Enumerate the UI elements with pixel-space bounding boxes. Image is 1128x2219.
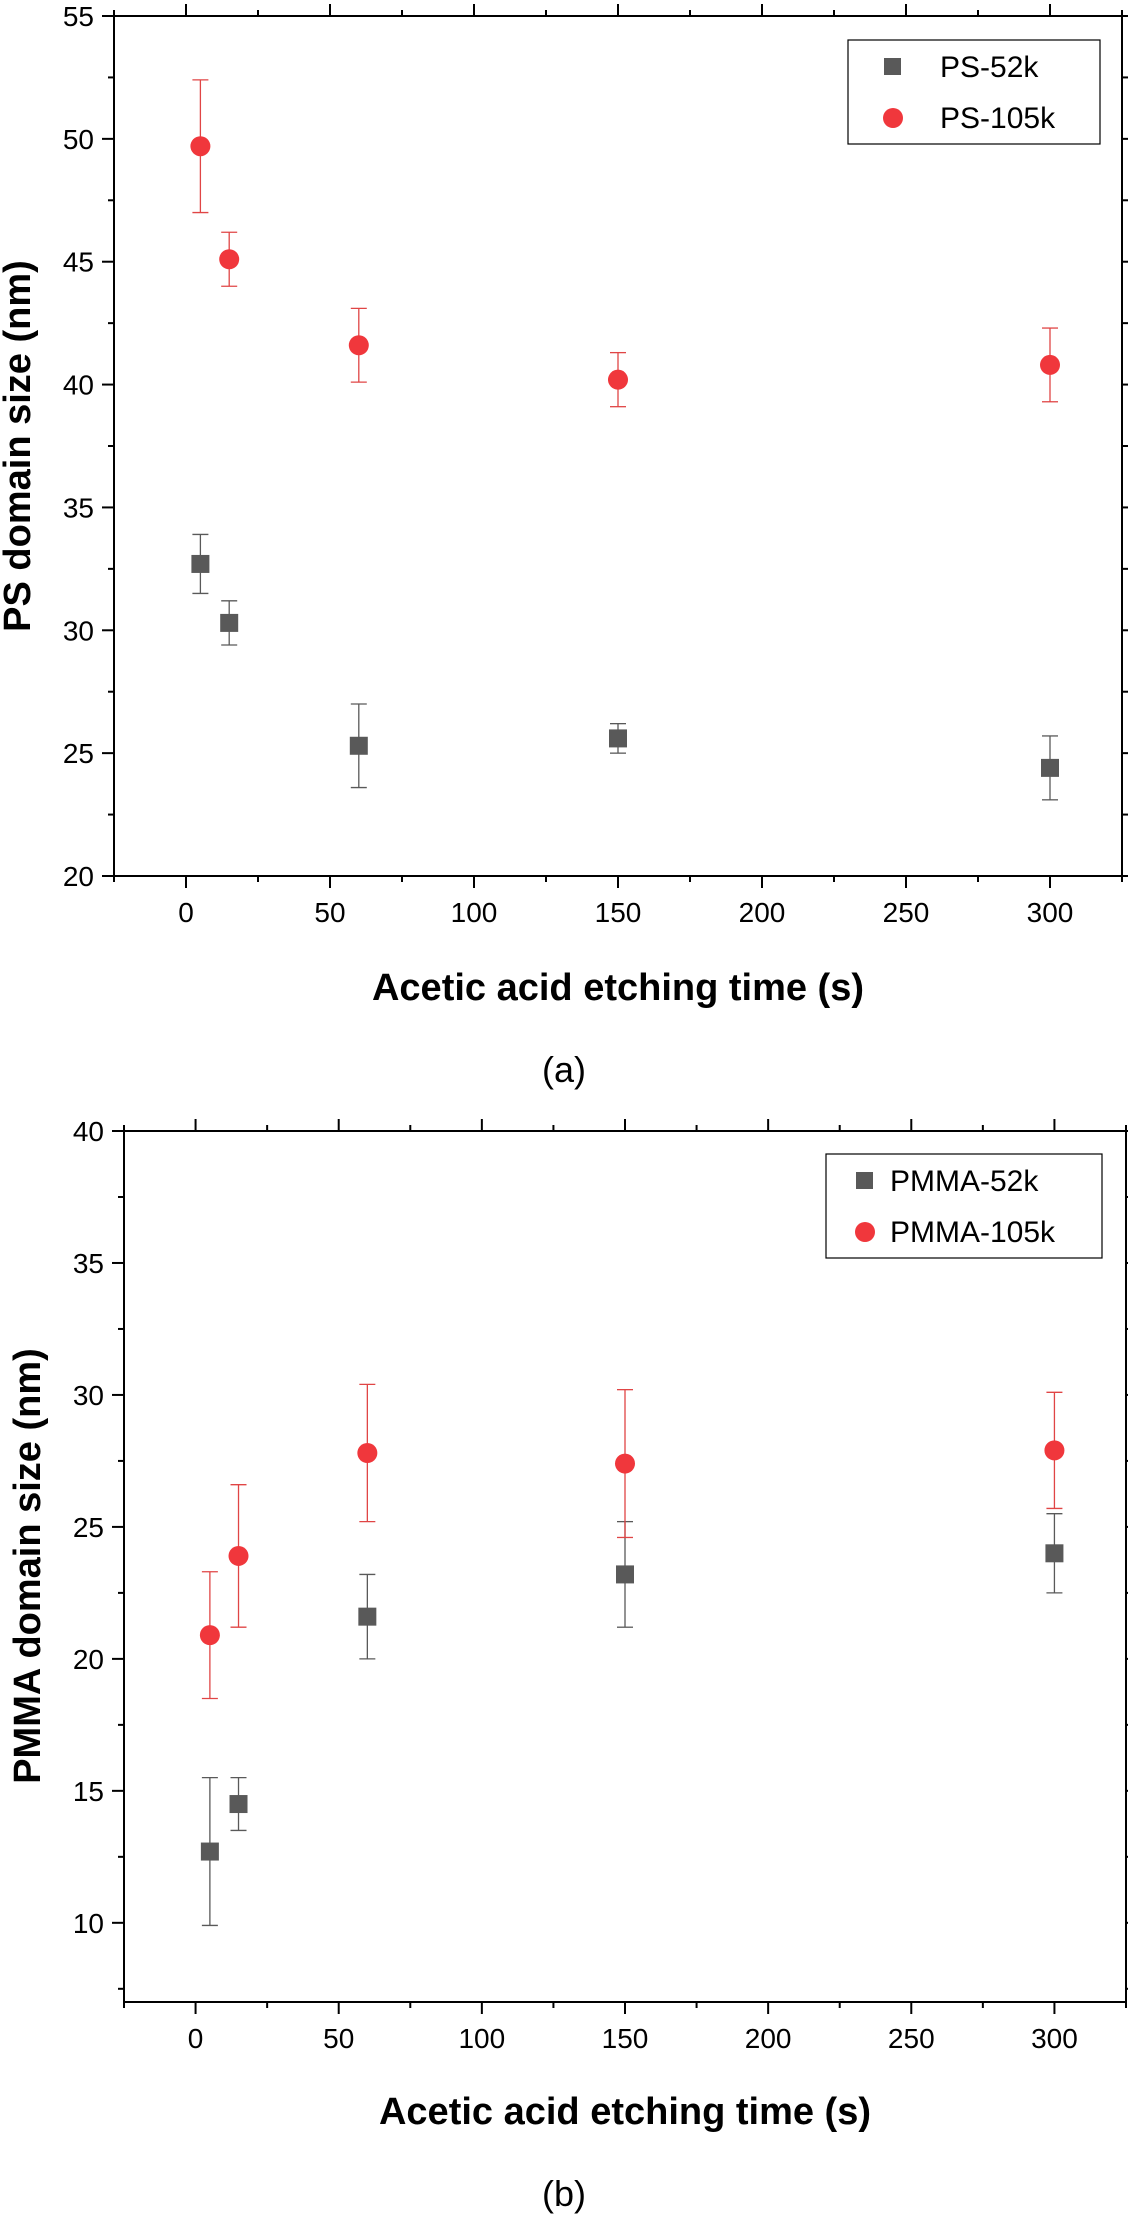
x-tick-label: 50 [323, 2023, 354, 2054]
data-point-circle [1044, 1440, 1065, 1461]
data-point-circle [1040, 354, 1060, 375]
data-point-square [349, 736, 368, 755]
x-tick-label: 0 [178, 897, 194, 928]
data-point-circle [228, 1545, 249, 1566]
y-tick-label: 20 [63, 861, 94, 892]
legend-label-ps-105k: PS-105k [940, 102, 1056, 135]
x-tick-label: 150 [595, 897, 642, 928]
chart-panel-a: 0 50 100 150 200 250 300 20 25 30 35 40 45 50 55 PS do… [0, 1, 1128, 1090]
x-tick-label: 200 [745, 2023, 792, 2054]
data-point-square [1041, 758, 1059, 777]
x-tick-label: 100 [451, 897, 498, 928]
y-tick-label: 25 [73, 1512, 104, 1543]
data-point-circle [608, 369, 628, 390]
data-point-circle [357, 1443, 378, 1464]
legend-label-pmma-105k: PMMA-105k [890, 1216, 1056, 1249]
legend-marker-pmma-105k [855, 1222, 875, 1242]
y-tick-label: 10 [73, 1908, 104, 1939]
axis-ticks: 0 50 100 150 200 250 300 10 15 20 25 30 35 40 [73, 1116, 1128, 2054]
data-point-square [191, 554, 210, 573]
y-axis-label: PS domain size (nm) [0, 260, 39, 632]
x-tick-label: 0 [188, 2023, 204, 2054]
y-axis-label: PMMA domain size (nm) [7, 1348, 49, 1784]
data-marks [199, 1383, 1065, 1927]
y-tick-label: 30 [63, 615, 94, 646]
x-tick-label: 250 [883, 897, 930, 928]
data-point-square [616, 1565, 634, 1584]
legend: PS-52k PS-105k [847, 39, 1101, 145]
data-point-circle [615, 1453, 635, 1474]
data-point-square [200, 1842, 219, 1861]
panel-caption: (a) [542, 1049, 586, 1090]
y-tick-label: 40 [73, 1116, 104, 1147]
y-tick-label: 20 [73, 1644, 104, 1675]
x-tick-label: 150 [602, 2023, 649, 2054]
legend-box [825, 1153, 1103, 1259]
data-point-circle [348, 335, 369, 356]
data-marks [190, 79, 1060, 801]
data-point-square [358, 1607, 377, 1626]
data-point-circle [190, 136, 211, 157]
y-tick-label: 35 [73, 1248, 104, 1279]
y-tick-label: 30 [73, 1380, 104, 1411]
y-tick-label: 15 [73, 1776, 104, 1807]
y-tick-label: 25 [63, 738, 94, 769]
x-tick-label: 300 [1027, 897, 1074, 928]
plot-area: 0 50 100 150 200 250 300 10 15 20 25 30 35 40 [73, 1116, 1128, 2054]
x-axis-label: Acetic acid etching time (s) [372, 967, 864, 1009]
y-tick-label: 45 [63, 247, 94, 278]
panel-caption: (b) [542, 2173, 586, 2214]
x-axis-label: Acetic acid etching time (s) [379, 2091, 871, 2133]
x-tick-label: 300 [1031, 2023, 1078, 2054]
axis-ticks: 0 50 100 150 200 250 300 20 25 30 35 40 45 50 55 [63, 1, 1128, 928]
legend-label-pmma-52k: PMMA-52k [890, 1165, 1039, 1198]
legend-marker-pmma-52k [856, 1172, 873, 1189]
y-tick-label: 55 [63, 1, 94, 32]
data-point-circle [219, 249, 240, 270]
y-tick-label: 50 [63, 124, 94, 155]
legend-marker-ps-105k [883, 108, 903, 128]
x-tick-label: 50 [314, 897, 345, 928]
data-point-square [220, 613, 239, 632]
legend: PMMA-52k PMMA-105k [825, 1153, 1103, 1259]
x-tick-label: 250 [888, 2023, 935, 2054]
data-point-circle [199, 1625, 220, 1646]
x-tick-label: 100 [458, 2023, 505, 2054]
plot-area: 0 50 100 150 200 250 300 20 25 30 35 40 45 50 55 [63, 1, 1128, 928]
chart-panel-b: 0 50 100 150 200 250 300 10 15 20 25 30 35 40 PMMA do… [7, 1116, 1128, 2214]
data-point-square [609, 729, 627, 748]
x-tick-label: 200 [739, 897, 786, 928]
legend-label-ps-52k: PS-52k [940, 51, 1039, 84]
data-point-square [229, 1795, 248, 1814]
legend-marker-ps-52k [884, 58, 901, 75]
y-tick-label: 35 [63, 492, 94, 523]
y-tick-label: 40 [63, 370, 94, 401]
data-point-square [1045, 1544, 1064, 1563]
